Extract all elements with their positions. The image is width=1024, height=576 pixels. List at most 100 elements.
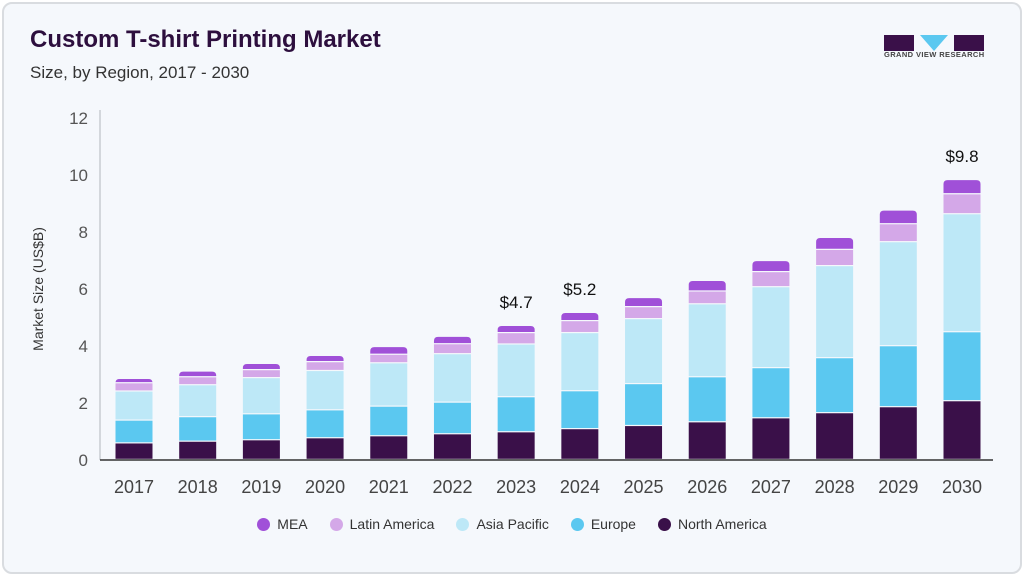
y-tick-label: 10 — [69, 166, 88, 185]
legend-swatch — [257, 517, 271, 531]
bar-segment-asia-pacific — [497, 344, 535, 397]
x-tick-label: 2017 — [114, 477, 154, 497]
bar-segment-europe — [752, 368, 790, 418]
bar-segment-north-america — [752, 418, 790, 459]
bar-segment-mea — [115, 379, 153, 384]
bar-segment-europe — [688, 377, 726, 422]
x-tick-label: 2021 — [369, 477, 409, 497]
bar-segment-north-america — [497, 432, 535, 459]
bar-segment-north-america — [306, 438, 344, 459]
bar-segment-north-america — [242, 440, 280, 459]
bar-segment-asia-pacific — [179, 385, 217, 417]
bar-segment-north-america — [179, 441, 217, 459]
x-tick-label: 2020 — [305, 477, 345, 497]
bar-segment-latin-america — [752, 272, 790, 287]
bar-segment-asia-pacific — [370, 363, 408, 406]
legend-swatch — [570, 517, 584, 531]
bar-segment-latin-america — [561, 321, 599, 332]
x-tick-label: 2027 — [751, 477, 791, 497]
y-tick-label: 12 — [69, 109, 88, 128]
data-label: $9.8 — [945, 147, 978, 166]
bar-segment-europe — [943, 332, 981, 401]
x-tick-label: 2019 — [241, 477, 281, 497]
bar-segment-asia-pacific — [115, 391, 153, 420]
bar-segment-mea — [688, 281, 726, 291]
bar-segment-latin-america — [943, 194, 981, 214]
bar-segment-mea — [306, 355, 344, 362]
bar-segment-mea — [752, 261, 790, 271]
bar-segment-mea — [879, 210, 917, 224]
data-label: $5.2 — [563, 280, 596, 299]
bar-segment-latin-america — [179, 377, 217, 385]
bar-segment-latin-america — [433, 344, 471, 354]
x-tick-label: 2028 — [815, 477, 855, 497]
bar-segment-latin-america — [625, 307, 663, 319]
bar-segment-asia-pacific — [688, 304, 726, 377]
logo-text: GRAND VIEW RESEARCH — [884, 50, 985, 59]
bar-segment-asia-pacific — [943, 214, 981, 332]
y-tick-label: 4 — [79, 337, 88, 356]
bar-segment-north-america — [115, 443, 153, 459]
x-tick-label: 2023 — [496, 477, 536, 497]
bar-segment-asia-pacific — [561, 333, 599, 391]
legend-item-asia-pacific[interactable]: Asia Pacific — [456, 516, 549, 532]
x-tick-label: 2024 — [560, 477, 600, 497]
bar-segment-latin-america — [879, 224, 917, 242]
bar-segment-europe — [816, 358, 854, 413]
data-label: $4.7 — [500, 293, 533, 312]
bar-segment-asia-pacific — [879, 242, 917, 346]
bar-segment-mea — [816, 237, 854, 249]
bar-segment-mea — [561, 312, 599, 321]
bar-segment-europe — [879, 346, 917, 407]
bar-segment-north-america — [688, 422, 726, 459]
legend-item-europe[interactable]: Europe — [570, 516, 636, 532]
bar-segment-asia-pacific — [816, 266, 854, 358]
bar-segment-europe — [625, 384, 663, 425]
bar-segment-latin-america — [306, 362, 344, 370]
bar-segment-europe — [115, 420, 153, 443]
legend-swatch — [657, 517, 671, 531]
x-tick-label: 2022 — [432, 477, 472, 497]
bar-segment-north-america — [433, 434, 471, 459]
bar-segment-latin-america — [497, 333, 535, 344]
legend-label: Latin America — [349, 516, 435, 532]
bar-segment-latin-america — [370, 354, 408, 363]
x-tick-label: 2026 — [687, 477, 727, 497]
x-tick-label: 2018 — [178, 477, 218, 497]
grand-view-research-logo — [884, 35, 984, 51]
legend-label: MEA — [277, 516, 308, 532]
bar-segment-mea — [370, 347, 408, 354]
chart-title: Custom T-shirt Printing Market — [30, 26, 381, 53]
x-tick-label: 2029 — [878, 477, 918, 497]
bar-segment-europe — [370, 406, 408, 436]
legend-label: North America — [677, 516, 767, 532]
bar-segment-europe — [179, 417, 217, 441]
bar-segment-north-america — [879, 407, 917, 459]
legend-label: Asia Pacific — [476, 516, 549, 532]
bar-segment-mea — [242, 363, 280, 370]
bar-segment-north-america — [625, 426, 663, 459]
bar-segment-europe — [561, 391, 599, 429]
bar-segment-mea — [943, 180, 981, 194]
y-axis-label: Market Size (US$B) — [30, 227, 46, 351]
legend-label: Europe — [590, 516, 636, 532]
bar-segment-latin-america — [115, 383, 153, 391]
legend-item-latin-america[interactable]: Latin America — [329, 516, 435, 532]
bar-segment-north-america — [943, 401, 981, 459]
y-tick-label: 6 — [79, 280, 88, 299]
legend-swatch — [456, 517, 470, 531]
legend-item-north-america[interactable]: North America — [657, 516, 767, 532]
bar-segment-europe — [306, 410, 344, 438]
bar-segment-mea — [179, 371, 217, 377]
bar-segment-north-america — [370, 436, 408, 459]
bar-segment-mea — [497, 326, 535, 332]
bar-segment-asia-pacific — [752, 287, 790, 368]
x-tick-label: 2030 — [942, 477, 982, 497]
bar-segment-europe — [242, 414, 280, 440]
bar-segment-mea — [625, 298, 663, 307]
bar-segment-asia-pacific — [306, 371, 344, 410]
legend-item-mea[interactable]: MEA — [257, 516, 308, 532]
bar-segment-mea — [433, 336, 471, 344]
bar-segment-latin-america — [242, 370, 280, 378]
